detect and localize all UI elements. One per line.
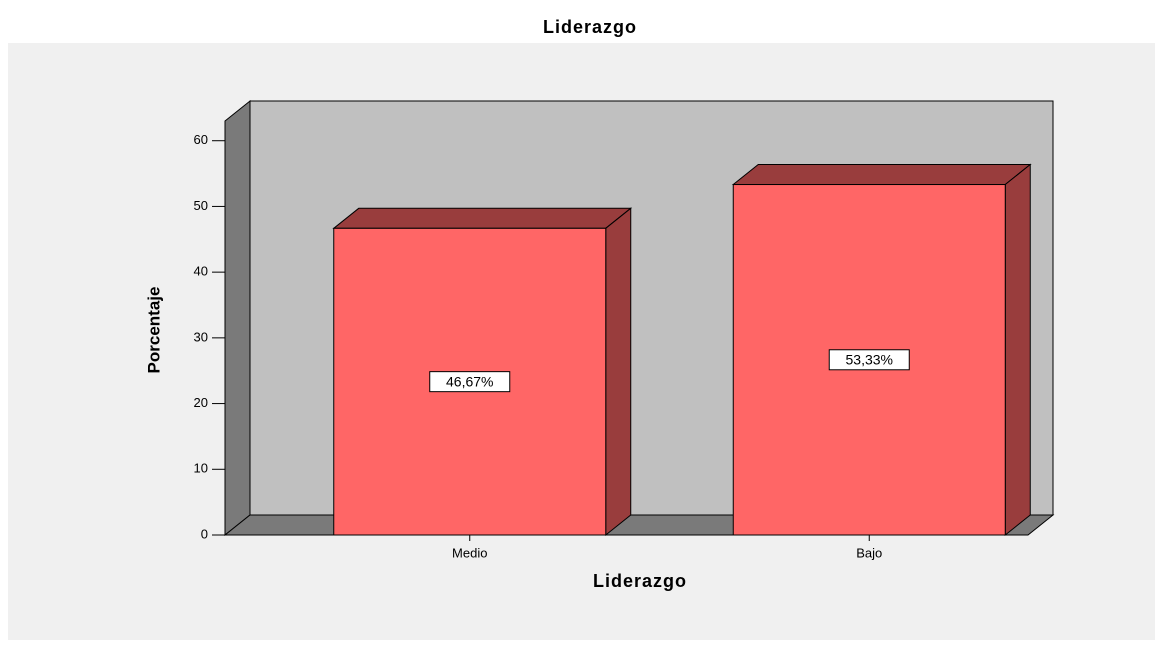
value-label: 46,67% bbox=[446, 373, 493, 389]
chart-title: Liderazgo bbox=[543, 17, 637, 37]
y-tick-label: 10 bbox=[194, 461, 208, 476]
y-tick-label: 40 bbox=[194, 264, 208, 279]
x-axis-label: Liderazgo bbox=[593, 571, 687, 591]
bar-side bbox=[605, 207, 632, 537]
x-tick-label: Bajo bbox=[856, 545, 882, 560]
bar-top bbox=[731, 164, 1032, 186]
y-tick-label: 50 bbox=[194, 198, 208, 213]
side-wall bbox=[224, 99, 251, 537]
y-axis-label: Porcentaje bbox=[144, 287, 163, 374]
value-label-box bbox=[828, 349, 910, 371]
bar-top bbox=[332, 207, 633, 229]
x-tick-label: Medio bbox=[452, 545, 487, 560]
y-tick-label: 0 bbox=[201, 526, 208, 541]
y-tick-label: 30 bbox=[194, 329, 208, 344]
value-label-box bbox=[429, 371, 511, 393]
bar-side bbox=[1004, 163, 1031, 537]
y-tick-label: 60 bbox=[194, 132, 208, 147]
value-label: 53,33% bbox=[846, 351, 893, 367]
y-tick-label: 20 bbox=[194, 395, 208, 410]
